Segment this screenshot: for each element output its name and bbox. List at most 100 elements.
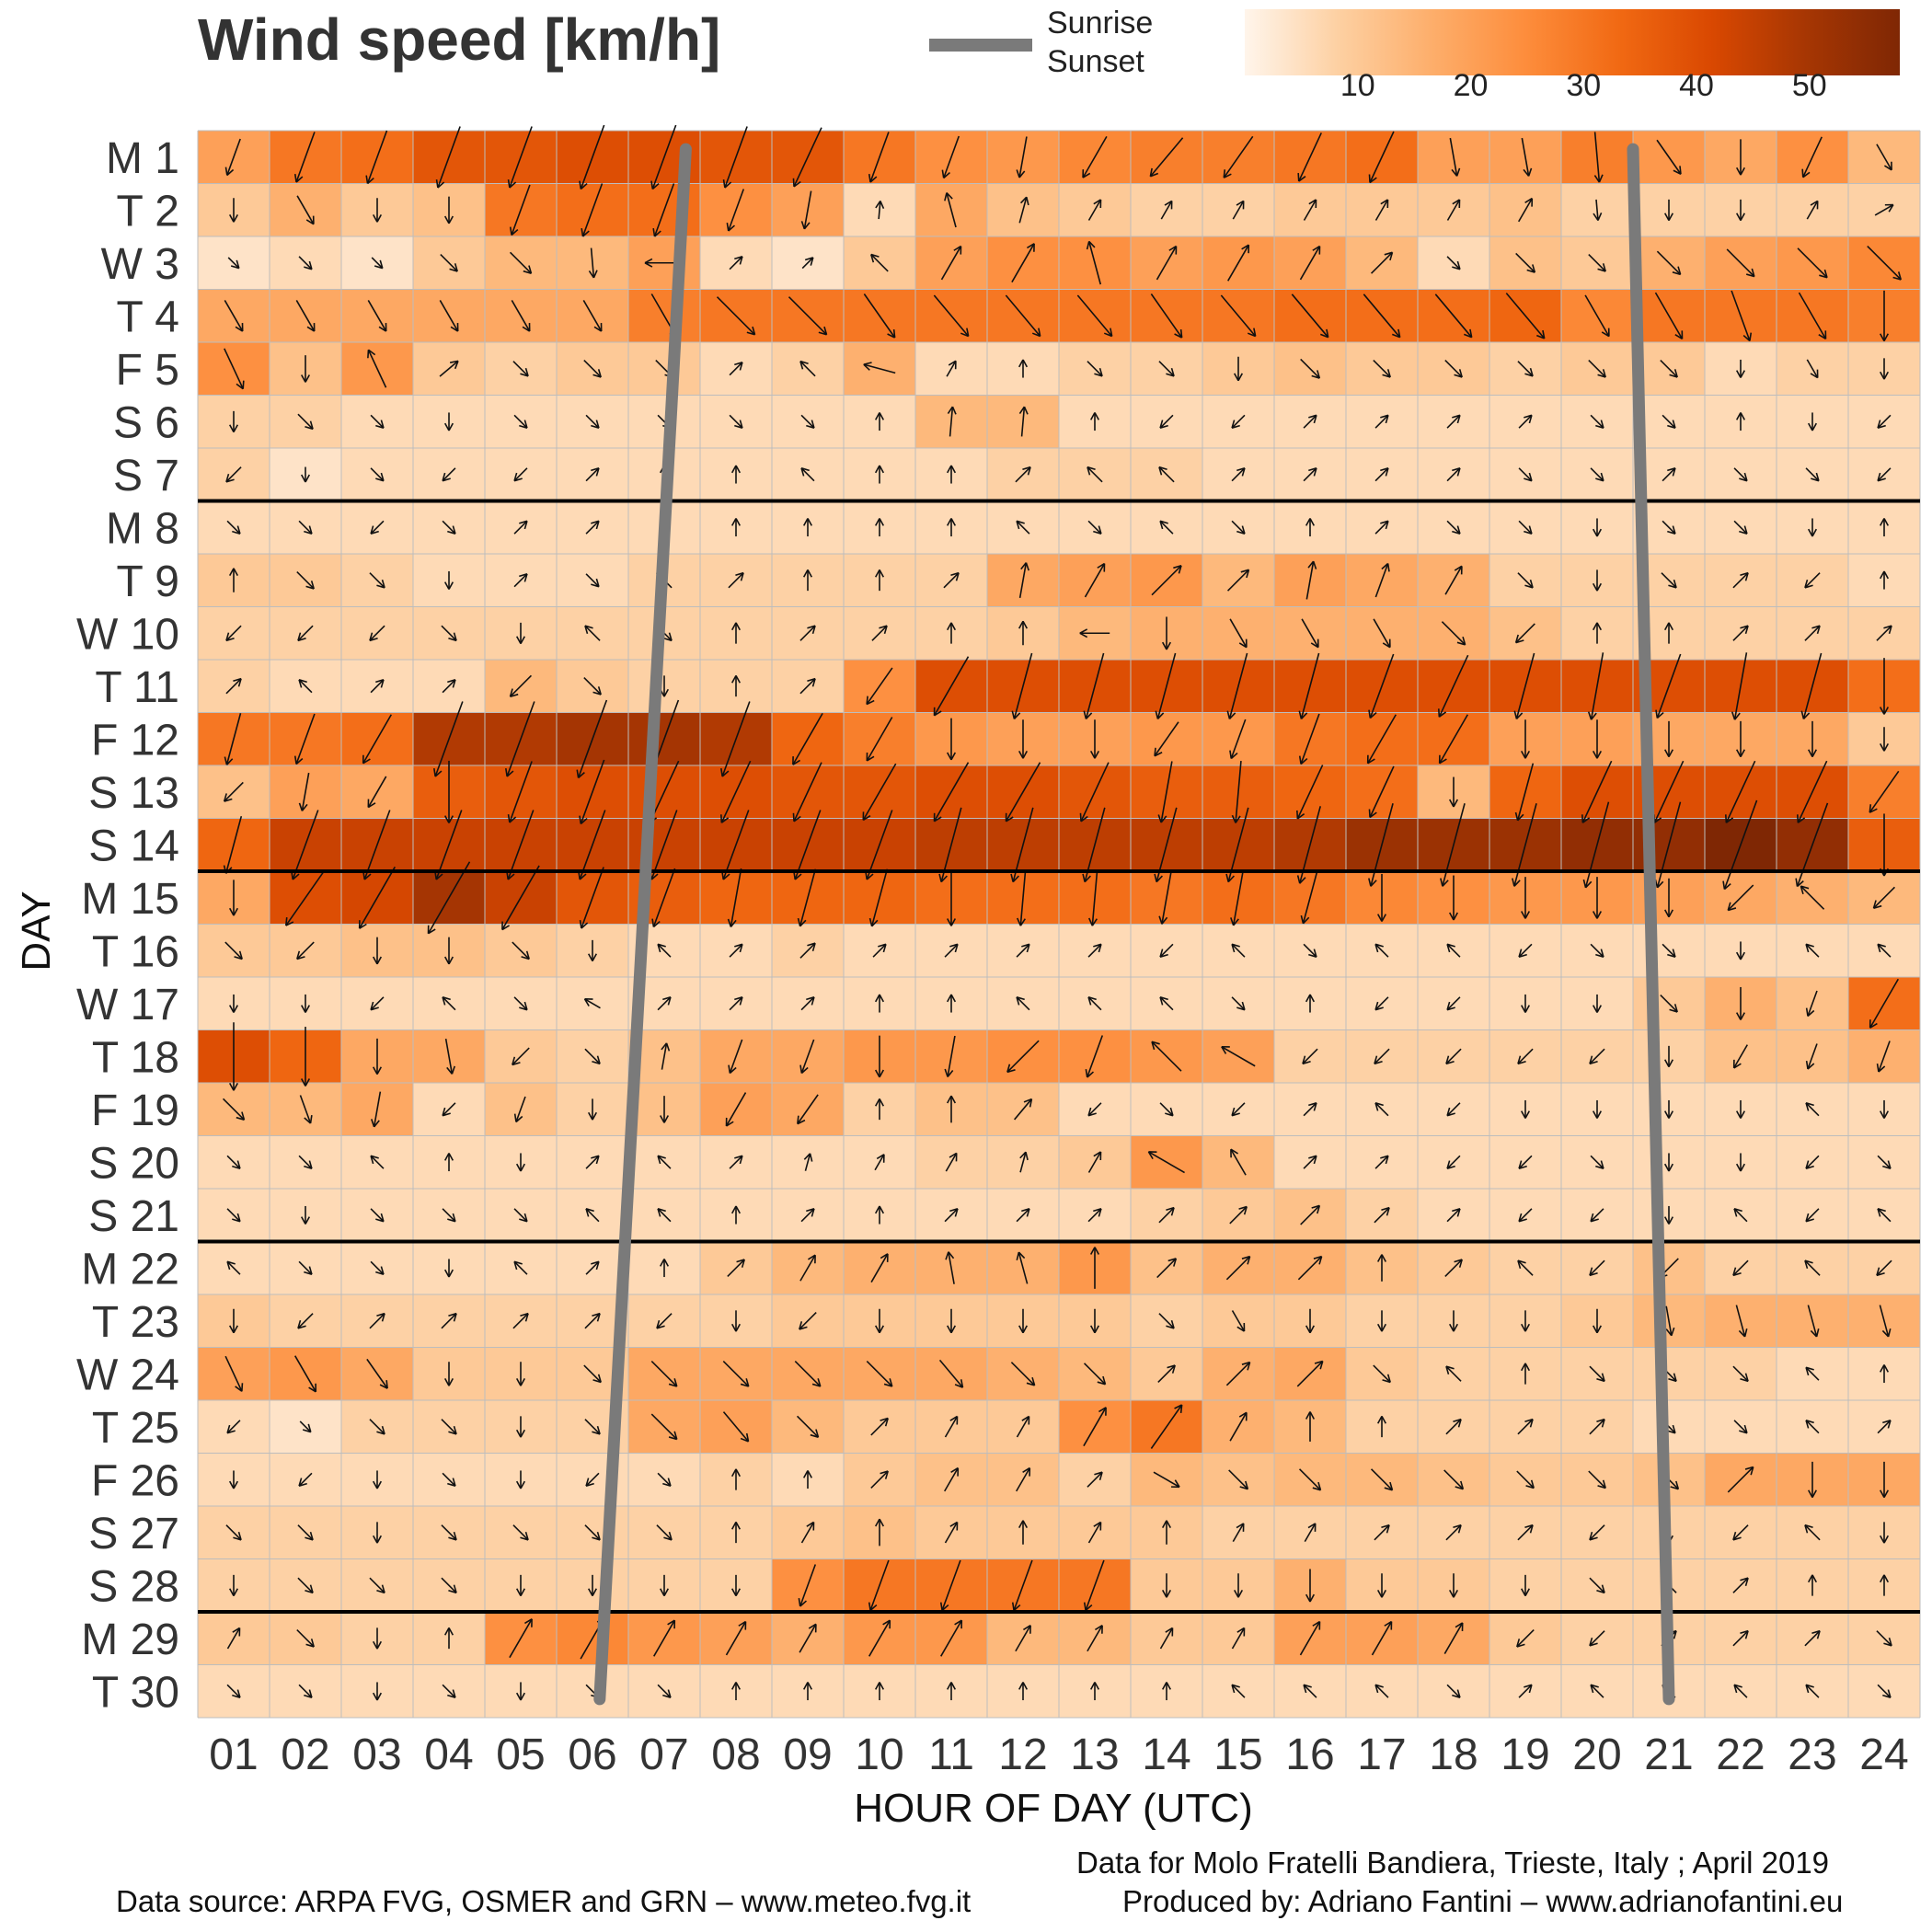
wind-arrow: [946, 869, 957, 926]
wind-arrow: [1363, 293, 1401, 339]
wind-arrow: [298, 1260, 313, 1275]
wind-arrow: [1016, 996, 1030, 1011]
wind-arrow: [1231, 1627, 1246, 1650]
y-tick-label: S 20: [88, 1139, 179, 1188]
wind-arrow: [1662, 414, 1676, 429]
wind-arrow: [1592, 1308, 1603, 1334]
wind-arrow: [1592, 1099, 1603, 1119]
x-tick-label: 17: [1357, 1731, 1406, 1779]
wind-arrow: [584, 1048, 601, 1065]
x-tick-label: 02: [281, 1731, 329, 1779]
wind-arrow: [1804, 625, 1821, 641]
y-tick-label: T 2: [117, 187, 179, 236]
wind-arrow: [441, 1524, 457, 1541]
wind-arrow: [585, 414, 600, 429]
wind-arrow: [585, 1472, 600, 1487]
wind-arrow: [443, 1153, 454, 1172]
wind-arrow: [579, 124, 605, 190]
wind-arrow: [511, 300, 531, 332]
wind-arrow: [435, 126, 461, 189]
wind-arrow: [370, 1155, 385, 1169]
wind-arrow: [656, 1313, 673, 1329]
wind-arrow: [443, 412, 454, 431]
wind-arrow: [224, 300, 244, 332]
wind-arrow: [1231, 520, 1246, 535]
wind-arrow: [507, 761, 533, 823]
wind-arrow: [1231, 943, 1246, 958]
wind-arrow: [1876, 1630, 1892, 1647]
wind-arrow: [587, 1574, 598, 1597]
wind-arrow: [1305, 1569, 1316, 1603]
wind-arrow: [1656, 250, 1682, 276]
wind-arrow: [946, 1682, 957, 1701]
wind-arrow: [653, 1619, 676, 1657]
wind-arrow: [1368, 765, 1395, 819]
wind-arrow: [442, 996, 456, 1011]
wind-arrow: [1663, 878, 1674, 918]
wind-arrow: [1663, 1045, 1674, 1068]
wind-arrow: [1374, 562, 1390, 598]
wind-arrow: [442, 467, 456, 482]
wind-arrow: [1153, 1471, 1180, 1489]
wind-arrow: [225, 466, 242, 483]
wind-arrow: [284, 868, 326, 926]
x-tick-label: 12: [998, 1731, 1047, 1779]
wind-arrow: [296, 941, 315, 960]
y-axis-label: DAY: [14, 891, 59, 971]
wind-arrow: [584, 625, 601, 641]
wind-arrow: [943, 571, 960, 589]
wind-arrow: [1592, 622, 1603, 644]
wind-arrow: [1018, 1308, 1029, 1334]
wind-arrow: [944, 1466, 960, 1492]
wind-arrow: [1305, 1308, 1316, 1334]
wind-arrow: [1441, 621, 1466, 646]
wind-arrow: [1517, 1418, 1534, 1435]
wind-arrow: [515, 1362, 526, 1386]
wind-arrow: [870, 1470, 889, 1489]
wind-arrow: [1879, 727, 1890, 752]
wind-arrow: [874, 1154, 885, 1171]
wind-arrow: [1158, 466, 1175, 483]
wind-arrow: [372, 1627, 383, 1650]
wind-arrow: [1589, 1048, 1605, 1065]
y-tick-label: T 4: [117, 293, 179, 341]
wind-arrow: [1373, 618, 1391, 649]
wind-arrow: [443, 196, 454, 224]
wind-arrow: [1735, 1099, 1746, 1119]
wind-arrow: [1807, 518, 1818, 537]
wind-arrow: [947, 406, 957, 437]
wind-arrow: [369, 1419, 385, 1435]
wind-arrow: [1230, 1148, 1247, 1176]
wind-arrow: [1663, 1099, 1674, 1119]
wind-arrow: [509, 251, 533, 274]
wind-arrow: [512, 1524, 529, 1541]
wind-arrow: [370, 520, 385, 535]
wind-arrow: [1089, 719, 1100, 759]
wind-arrow: [939, 1559, 961, 1612]
wind-arrow: [1800, 652, 1823, 720]
wind-arrow: [1231, 1102, 1246, 1117]
wind-arrow: [868, 132, 890, 183]
wind-arrow: [1518, 1208, 1533, 1223]
wind-arrow: [944, 1415, 959, 1438]
wind-arrow: [946, 1095, 957, 1123]
wind-arrow: [1665, 1305, 1675, 1337]
wind-arrow: [513, 573, 528, 588]
wind-arrow: [1016, 1415, 1030, 1438]
wind-arrow: [1872, 886, 1896, 909]
wind-arrow: [1376, 1310, 1387, 1332]
wind-arrow: [1735, 412, 1746, 431]
footer-produced-by: Produced by: Adriano Fantini – www.adria…: [1122, 1884, 1844, 1918]
y-tick-label: W 17: [76, 981, 179, 1029]
wind-arrow: [657, 1208, 672, 1223]
wind-arrow: [1806, 359, 1819, 379]
wind-arrow: [1589, 1365, 1605, 1383]
wind-arrow: [370, 1091, 382, 1128]
wind-arrow: [1370, 1468, 1394, 1491]
wind-arrow: [657, 1472, 672, 1487]
wind-arrow: [794, 1360, 822, 1387]
wind-arrow: [1018, 1520, 1029, 1545]
wind-arrow: [1521, 137, 1533, 177]
wind-arrow: [1445, 1048, 1462, 1065]
wind-arrow: [297, 1577, 314, 1594]
